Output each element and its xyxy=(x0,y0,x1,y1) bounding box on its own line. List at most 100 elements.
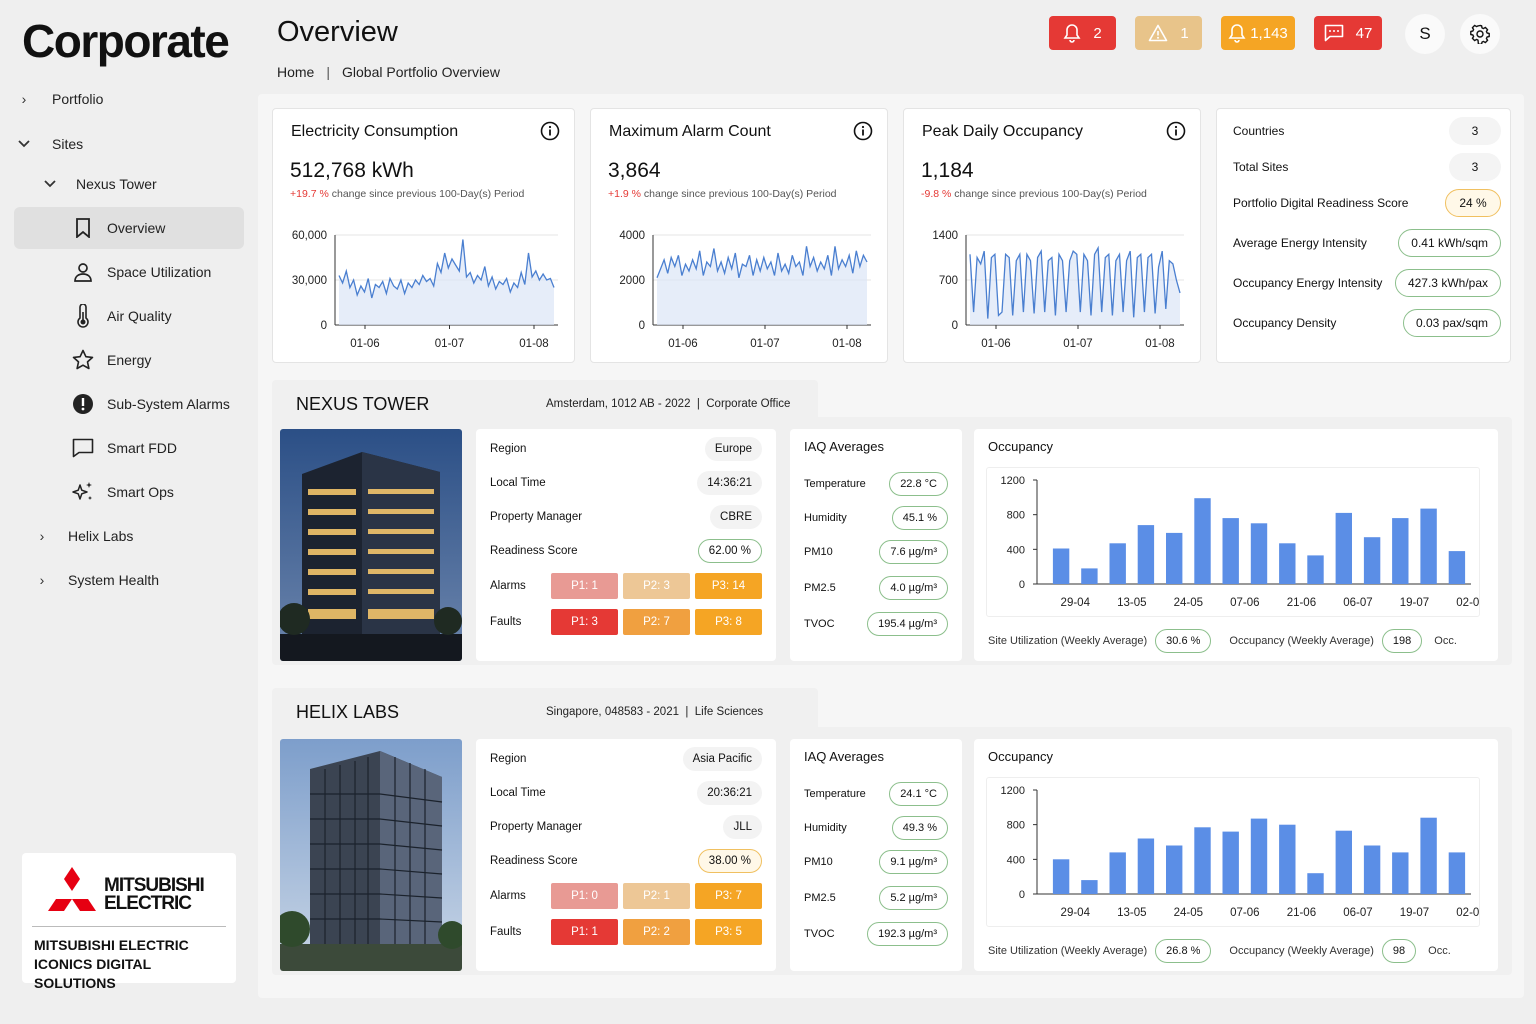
fault-p1-chip[interactable]: P1: 3 xyxy=(551,609,618,635)
notifications-badge[interactable]: 1,143 xyxy=(1221,16,1295,50)
x-tick-label: 01-07 xyxy=(1063,338,1092,350)
y-tick-label: 0 xyxy=(1019,889,1025,901)
region-row: Region Europe xyxy=(490,437,762,461)
sidebar: Corporate › Portfolio Sites Nexus Tower … xyxy=(0,0,256,1024)
x-tick-label: 29-04 xyxy=(1061,907,1091,919)
x-tick-label: 01-07 xyxy=(435,338,464,350)
site-header-helix-labs[interactable]: HELIX LABS Singapore, 048583 - 2021 | Li… xyxy=(272,688,818,734)
alarm-p2-chip[interactable]: P2: 3 xyxy=(623,573,690,599)
sidebar-item-space-utilization[interactable]: Space Utilization xyxy=(14,251,244,293)
sidebar-item-smart-fdd[interactable]: Smart FDD xyxy=(14,427,244,469)
alarm-p2-chip[interactable]: P2: 1 xyxy=(623,883,690,909)
occupancy-weekly-value: 198 xyxy=(1381,629,1423,653)
iaq-pm10: PM10 7.6 µg/m³ xyxy=(804,540,948,564)
x-tick-label: 01-06 xyxy=(981,338,1010,350)
y-tick-label: 0 xyxy=(639,320,645,332)
bar xyxy=(1250,818,1268,894)
bar xyxy=(1137,525,1155,584)
breadcrumb-separator: | xyxy=(326,64,330,80)
x-tick-label: 24-05 xyxy=(1174,597,1203,609)
kpi-change: +19.7 % change since previous 100-Day(s)… xyxy=(290,188,525,200)
sidebar-item-overview[interactable]: Overview xyxy=(14,207,244,249)
fault-p1-chip[interactable]: P1: 1 xyxy=(551,919,618,945)
x-tick-label: 02-08 xyxy=(1456,907,1480,919)
bar xyxy=(1109,852,1126,894)
user-avatar[interactable]: S xyxy=(1405,14,1445,54)
sidebar-item-nexus-tower[interactable]: Nexus Tower xyxy=(14,163,244,205)
fault-p2-chip[interactable]: P2: 2 xyxy=(623,919,690,945)
kpi-card-alarms: Maximum Alarm Count 3,864 +1.9 % change … xyxy=(590,108,888,363)
sidebar-item-portfolio[interactable]: › Portfolio xyxy=(14,78,244,120)
sidebar-item-system-health[interactable]: › System Health xyxy=(14,559,244,601)
sidebar-item-sites[interactable]: Sites xyxy=(14,123,244,165)
chevron-right-icon: › xyxy=(21,91,27,107)
sidebar-item-label: Portfolio xyxy=(52,91,104,107)
kpi-card-occupancy: Peak Daily Occupancy 1,184 -9.8 % change… xyxy=(903,108,1201,363)
x-tick-label: 06-07 xyxy=(1343,597,1372,609)
bar xyxy=(1307,873,1324,894)
iaq-card: IAQ Averages Temperature 24.1 °C Humidity… xyxy=(790,739,962,971)
sidebar-item-label: Sites xyxy=(52,136,84,152)
alarm-p3-chip[interactable]: P3: 14 xyxy=(695,573,762,599)
mitsubishi-logo: MITSUBISHI ELECTRIC MITSUBISHI ELECTRIC … xyxy=(22,853,236,991)
bar xyxy=(1081,568,1098,584)
y-tick-label: 0 xyxy=(1019,579,1025,591)
occupancy-bar-chart: 1200 800 400 0 29-04 13-05 24-05 07-06 21-06 06-0… xyxy=(986,467,1480,617)
y-tick-label: 700 xyxy=(939,275,958,287)
occupancy-footer: Site Utilization (Weekly Average) 26.8 % … xyxy=(988,939,1490,963)
sidebar-item-label: Nexus Tower xyxy=(76,176,157,192)
sidebar-item-air-quality[interactable]: Air Quality xyxy=(14,295,244,337)
warning-icon xyxy=(1149,24,1168,42)
x-tick-label: 01-08 xyxy=(832,338,861,350)
user-icon xyxy=(69,262,97,282)
info-icon[interactable] xyxy=(1166,121,1186,141)
iaq-humidity: Humidity 45.1 % xyxy=(804,506,948,530)
breadcrumb-home-link[interactable]: Home xyxy=(277,64,315,80)
alarm-p1-chip[interactable]: P1: 0 xyxy=(551,883,618,909)
occupancy-bar-chart: 1200 800 400 0 29-04 13-05 24-05 07-06 21-06 06-0… xyxy=(986,777,1480,927)
y-tick-label: 30,000 xyxy=(292,275,327,287)
iaq-title: IAQ Averages xyxy=(804,439,884,454)
occupancy-weekly-value: 98 xyxy=(1381,939,1417,963)
kpi-title: Electricity Consumption xyxy=(291,123,459,140)
alarms-row: Alarms P1: 0 P2: 1 P3: 7 xyxy=(490,883,762,909)
x-tick-label: 01-06 xyxy=(668,338,697,350)
alarms-row: Alarms P1: 1 P2: 3 P3: 14 xyxy=(490,573,762,599)
region-row: Region Asia Pacific xyxy=(490,747,762,771)
site-utilization-value: 26.8 % xyxy=(1155,939,1212,963)
sidebar-item-sub-system-alarms[interactable]: Sub-System Alarms xyxy=(14,383,244,425)
divider xyxy=(32,926,226,927)
y-tick-label: 0 xyxy=(321,320,327,332)
thermometer-icon xyxy=(69,304,97,328)
settings-button[interactable] xyxy=(1460,14,1500,54)
sidebar-item-energy[interactable]: Energy xyxy=(14,339,244,381)
sidebar-item-label: System Health xyxy=(68,572,160,588)
info-icon[interactable] xyxy=(540,121,560,141)
info-icon[interactable] xyxy=(853,121,873,141)
iaq-card: IAQ Averages Temperature 22.8 °C Humidity… xyxy=(790,429,962,661)
kpi-card-electricity: Electricity Consumption 512,768 kWh +19.… xyxy=(272,108,575,363)
messages-badge[interactable]: 47 xyxy=(1314,16,1382,50)
page-title: Overview xyxy=(277,16,398,48)
alarm-p1-chip[interactable]: P1: 1 xyxy=(551,573,618,599)
local-time-row: Local Time 14:36:21 xyxy=(490,471,762,495)
logo-wordmark: MITSUBISHI ELECTRIC xyxy=(104,875,205,914)
fault-p3-chip[interactable]: P3: 5 xyxy=(695,919,762,945)
kpi-line-chart: 1400 700 0 01-06 01-07 01-08 xyxy=(932,230,1184,350)
sidebar-item-helix-labs[interactable]: › Helix Labs xyxy=(14,515,244,557)
bar xyxy=(1420,508,1437,584)
warning-badge[interactable]: 1 xyxy=(1135,16,1202,50)
fault-p3-chip[interactable]: P3: 8 xyxy=(695,609,762,635)
x-tick-label: 19-07 xyxy=(1400,597,1429,609)
fault-p2-chip[interactable]: P2: 7 xyxy=(623,609,690,635)
chevron-right-icon: › xyxy=(39,572,45,588)
sidebar-item-smart-ops[interactable]: Smart Ops xyxy=(14,471,244,513)
kpi-value: 512,768 kWh xyxy=(290,159,414,182)
bar xyxy=(1137,838,1155,894)
bookmark-icon xyxy=(69,218,97,238)
x-tick-label: 13-05 xyxy=(1117,597,1146,609)
alarm-p3-chip[interactable]: P3: 7 xyxy=(695,883,762,909)
bar xyxy=(1194,498,1211,584)
sidebar-item-label: Overview xyxy=(107,220,166,236)
critical-alerts-badge[interactable]: 2 xyxy=(1049,16,1116,50)
